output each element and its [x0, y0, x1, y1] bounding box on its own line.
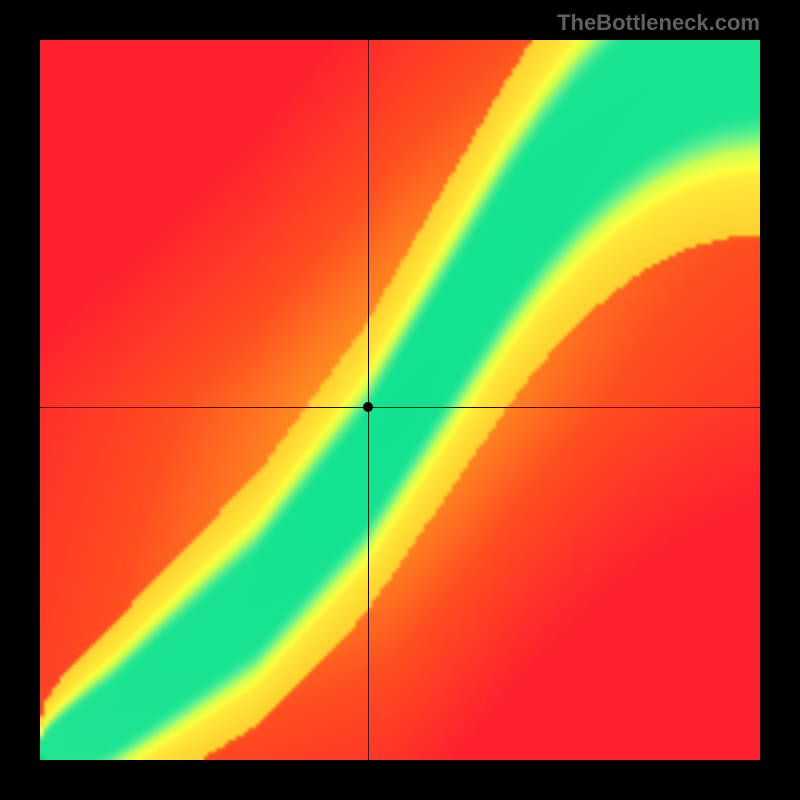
heatmap-canvas [40, 40, 760, 760]
chart-container: TheBottleneck.com [0, 0, 800, 800]
watermark-text: TheBottleneck.com [557, 10, 760, 36]
plot-area [40, 40, 760, 760]
crosshair-vertical [368, 40, 369, 760]
data-point-marker [363, 402, 373, 412]
crosshair-horizontal [40, 407, 760, 408]
